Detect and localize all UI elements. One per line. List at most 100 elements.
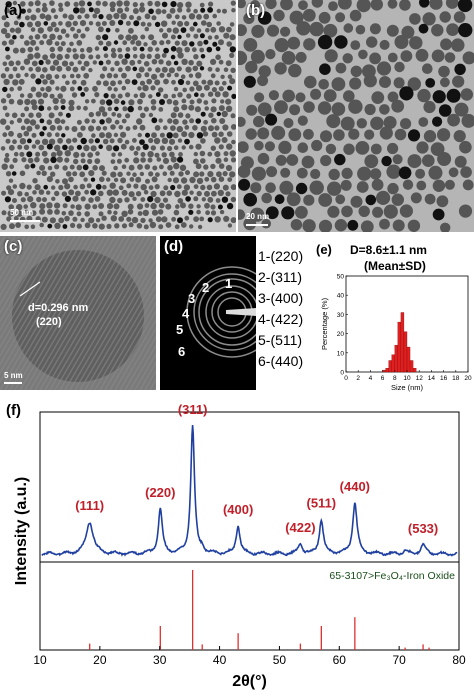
nanoparticle	[201, 20, 207, 26]
nanoparticle	[143, 189, 149, 195]
nanoparticle	[147, 67, 152, 72]
nanoparticle	[35, 78, 42, 85]
nanoparticle	[57, 93, 63, 99]
xrd-pattern-line	[41, 425, 458, 557]
nanoparticle	[147, 0, 153, 7]
nanoparticle	[311, 0, 323, 8]
nanoparticle	[200, 138, 206, 144]
nanoparticle	[113, 210, 118, 215]
nanoparticle	[204, 176, 210, 182]
nanoparticle	[211, 190, 217, 197]
nanoparticle	[52, 59, 60, 66]
nanoparticle	[106, 99, 113, 106]
nanoparticle	[335, 12, 346, 23]
nanoparticle	[324, 49, 338, 63]
nanoparticle	[229, 52, 235, 59]
nanoparticle	[159, 72, 165, 78]
nanoparticle	[200, 93, 205, 98]
nanoparticle	[200, 54, 206, 59]
nanoparticle	[165, 60, 172, 66]
nanoparticle	[53, 105, 59, 111]
nanoparticle	[3, 21, 10, 28]
nanoparticle	[109, 196, 116, 204]
nanoparticle	[84, 203, 91, 210]
nanoparticle	[107, 86, 112, 91]
nanoparticle	[266, 166, 278, 178]
nanoparticle	[57, 46, 63, 52]
nanoparticle	[167, 118, 173, 124]
nanoparticle	[12, 79, 19, 86]
nanoparticle	[302, 8, 316, 22]
nanoparticle	[122, 40, 128, 46]
nanoparticle	[386, 164, 401, 179]
nanoparticle	[98, 211, 104, 217]
nanoparticle	[12, 34, 17, 40]
panel-e-histogram: (e) D=8.6±1.1 nm (Mean±SD) 0 2 4 6 8 10 12 14 16…	[316, 236, 474, 396]
nanoparticle	[42, 54, 48, 61]
nanoparticle	[8, 144, 15, 151]
nanoparticle	[45, 59, 51, 65]
nanoparticle	[147, 151, 154, 158]
nanoparticle	[204, 190, 210, 197]
nanoparticle	[225, 105, 233, 113]
nanoparticle	[303, 128, 314, 140]
nanoparticle	[369, 23, 381, 35]
nanoparticle	[185, 113, 191, 119]
nanoparticle	[53, 14, 59, 19]
nanoparticle	[203, 164, 209, 170]
nanoparticle	[96, 80, 102, 86]
nanoparticle	[320, 155, 332, 167]
nanoparticle	[125, 65, 131, 72]
nanoparticle	[70, 222, 76, 228]
nanoparticle	[117, 93, 123, 99]
nanoparticle	[172, 99, 179, 106]
nanoparticle	[180, 177, 188, 184]
nanoparticle	[223, 32, 230, 39]
lattice-fringe	[139, 361, 156, 390]
nanoparticle	[148, 185, 154, 191]
nanoparticle	[139, 124, 146, 131]
nanoparticle	[387, 91, 399, 103]
nanoparticle	[76, 40, 83, 46]
nanoparticle	[222, 171, 228, 177]
nanoparticle	[157, 209, 164, 215]
nanoparticle	[392, 154, 403, 165]
nanoparticle	[62, 178, 68, 185]
nanoparticle	[139, 80, 146, 86]
nanoparticle	[207, 171, 214, 178]
nanoparticle	[35, 7, 41, 13]
nanoparticle	[423, 100, 436, 114]
nanoparticle	[331, 102, 346, 116]
nanoparticle	[159, 40, 165, 46]
nanoparticle	[348, 128, 360, 140]
nanoparticle	[201, 79, 207, 85]
lattice-fringe	[29, 236, 121, 390]
nanoparticle	[193, 21, 198, 27]
nanoparticle	[171, 216, 177, 222]
nanoparticle	[199, 2, 205, 8]
nanoparticle	[387, 52, 398, 63]
diffraction-ring-6	[186, 266, 256, 358]
lattice-fringe	[114, 318, 156, 390]
nanoparticle	[419, 0, 430, 8]
nanoparticle	[169, 170, 175, 176]
nanoparticle	[379, 39, 390, 50]
lattice-fringe	[0, 236, 31, 289]
nanoparticle	[195, 163, 202, 170]
histogram-subtitle: (Mean±SD)	[364, 259, 426, 273]
nanoparticle	[394, 35, 409, 49]
nanoparticle	[139, 92, 146, 99]
nanoparticle	[304, 75, 317, 89]
nanoparticle	[8, 73, 14, 79]
nanoparticle	[109, 1, 116, 8]
nanoparticle	[150, 105, 157, 111]
nanoparticle	[225, 60, 232, 67]
nanoparticle	[80, 152, 86, 158]
panel-b-scale-text: 20 nm	[246, 212, 270, 221]
nanoparticle	[193, 151, 198, 157]
nanoparticle	[297, 142, 309, 153]
histogram-y-label: Percentage (%)	[320, 297, 329, 350]
ring-index-4: 4-(422)	[258, 311, 304, 327]
nanoparticle	[64, 125, 70, 131]
